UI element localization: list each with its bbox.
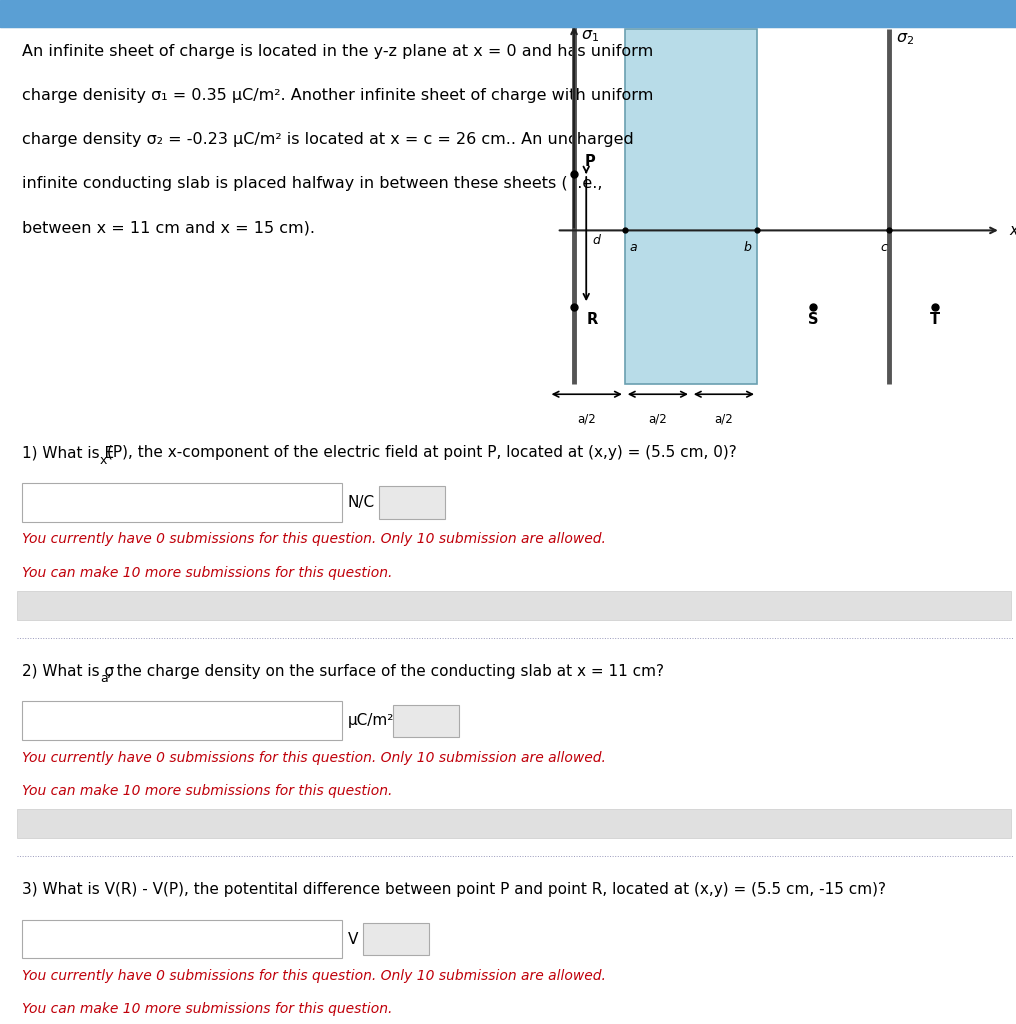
- Text: Submit: Submit: [404, 715, 448, 727]
- Text: c: c: [881, 241, 888, 254]
- Text: 2) What is σ: 2) What is σ: [22, 664, 115, 679]
- Bar: [22, 483, 342, 522]
- Text: between x = 11 cm and x = 15 cm).: between x = 11 cm and x = 15 cm).: [22, 220, 315, 236]
- Text: x: x: [100, 454, 107, 467]
- Text: An infinite sheet of charge is located in the y-z plane at x = 0 and has uniform: An infinite sheet of charge is located i…: [22, 44, 653, 59]
- Text: 3) What is V(R) - V(P), the potentital difference between point P and point R, l: 3) What is V(R) - V(P), the potentital d…: [22, 882, 886, 897]
- Text: infinite conducting slab is placed halfway in between these sheets ( i.e.,: infinite conducting slab is placed halfw…: [22, 176, 602, 191]
- Text: You can make 10 more submissions for this question.: You can make 10 more submissions for thi…: [22, 784, 393, 799]
- Bar: [22, 920, 342, 958]
- Text: P: P: [584, 154, 595, 169]
- Text: N/C: N/C: [347, 496, 375, 510]
- Text: (P), the x-component of the electric field at point P, located at (x,y) = (5.5 c: (P), the x-component of the electric fie…: [108, 445, 738, 461]
- Text: b: b: [744, 241, 752, 254]
- Bar: [17, 809, 1011, 838]
- Text: Submit: Submit: [374, 933, 418, 945]
- Text: $\sigma_1$: $\sigma_1$: [581, 29, 599, 44]
- Bar: [0, 0, 1016, 27]
- Text: +: +: [995, 816, 1008, 830]
- Text: +: +: [995, 598, 1008, 612]
- Text: S: S: [808, 312, 818, 328]
- Bar: [379, 486, 445, 519]
- Text: You currently have 0 submissions for this question. Only 10 submission are allow: You currently have 0 submissions for thi…: [22, 532, 607, 547]
- Text: a: a: [100, 672, 108, 685]
- Bar: [393, 705, 459, 737]
- Bar: [22, 701, 342, 740]
- Text: μC/m²: μC/m²: [347, 714, 394, 728]
- Text: a/2: a/2: [648, 413, 668, 426]
- Text: a/2: a/2: [714, 413, 734, 426]
- Text: V: V: [347, 932, 358, 946]
- Text: a/2: a/2: [577, 413, 596, 426]
- Text: d: d: [592, 234, 600, 247]
- Text: $\sigma_2$: $\sigma_2$: [896, 32, 914, 47]
- Text: You currently have 0 submissions for this question. Only 10 submission are allow: You currently have 0 submissions for thi…: [22, 751, 607, 765]
- Text: R: R: [586, 312, 597, 328]
- Text: Submit: Submit: [390, 497, 434, 509]
- Bar: [625, 29, 757, 384]
- Text: , the charge density on the surface of the conducting slab at x = 11 cm?: , the charge density on the surface of t…: [108, 664, 664, 679]
- Text: T: T: [930, 312, 940, 328]
- Text: You can make 10 more submissions for this question.: You can make 10 more submissions for thi…: [22, 1002, 393, 1017]
- Text: charge denisity σ₁ = 0.35 μC/m². Another infinite sheet of charge with uniform: charge denisity σ₁ = 0.35 μC/m². Another…: [22, 88, 653, 103]
- Text: You can make 10 more submissions for this question.: You can make 10 more submissions for thi…: [22, 566, 393, 581]
- Text: x: x: [1009, 223, 1016, 238]
- Text: a: a: [630, 241, 638, 254]
- Text: charge density σ₂ = -0.23 μC/m² is located at x = c = 26 cm.. An uncharged: charge density σ₂ = -0.23 μC/m² is locat…: [22, 132, 634, 147]
- Bar: [17, 591, 1011, 620]
- Text: 1) What is E: 1) What is E: [22, 445, 115, 461]
- Text: You currently have 0 submissions for this question. Only 10 submission are allow: You currently have 0 submissions for thi…: [22, 969, 607, 983]
- Bar: [363, 923, 429, 955]
